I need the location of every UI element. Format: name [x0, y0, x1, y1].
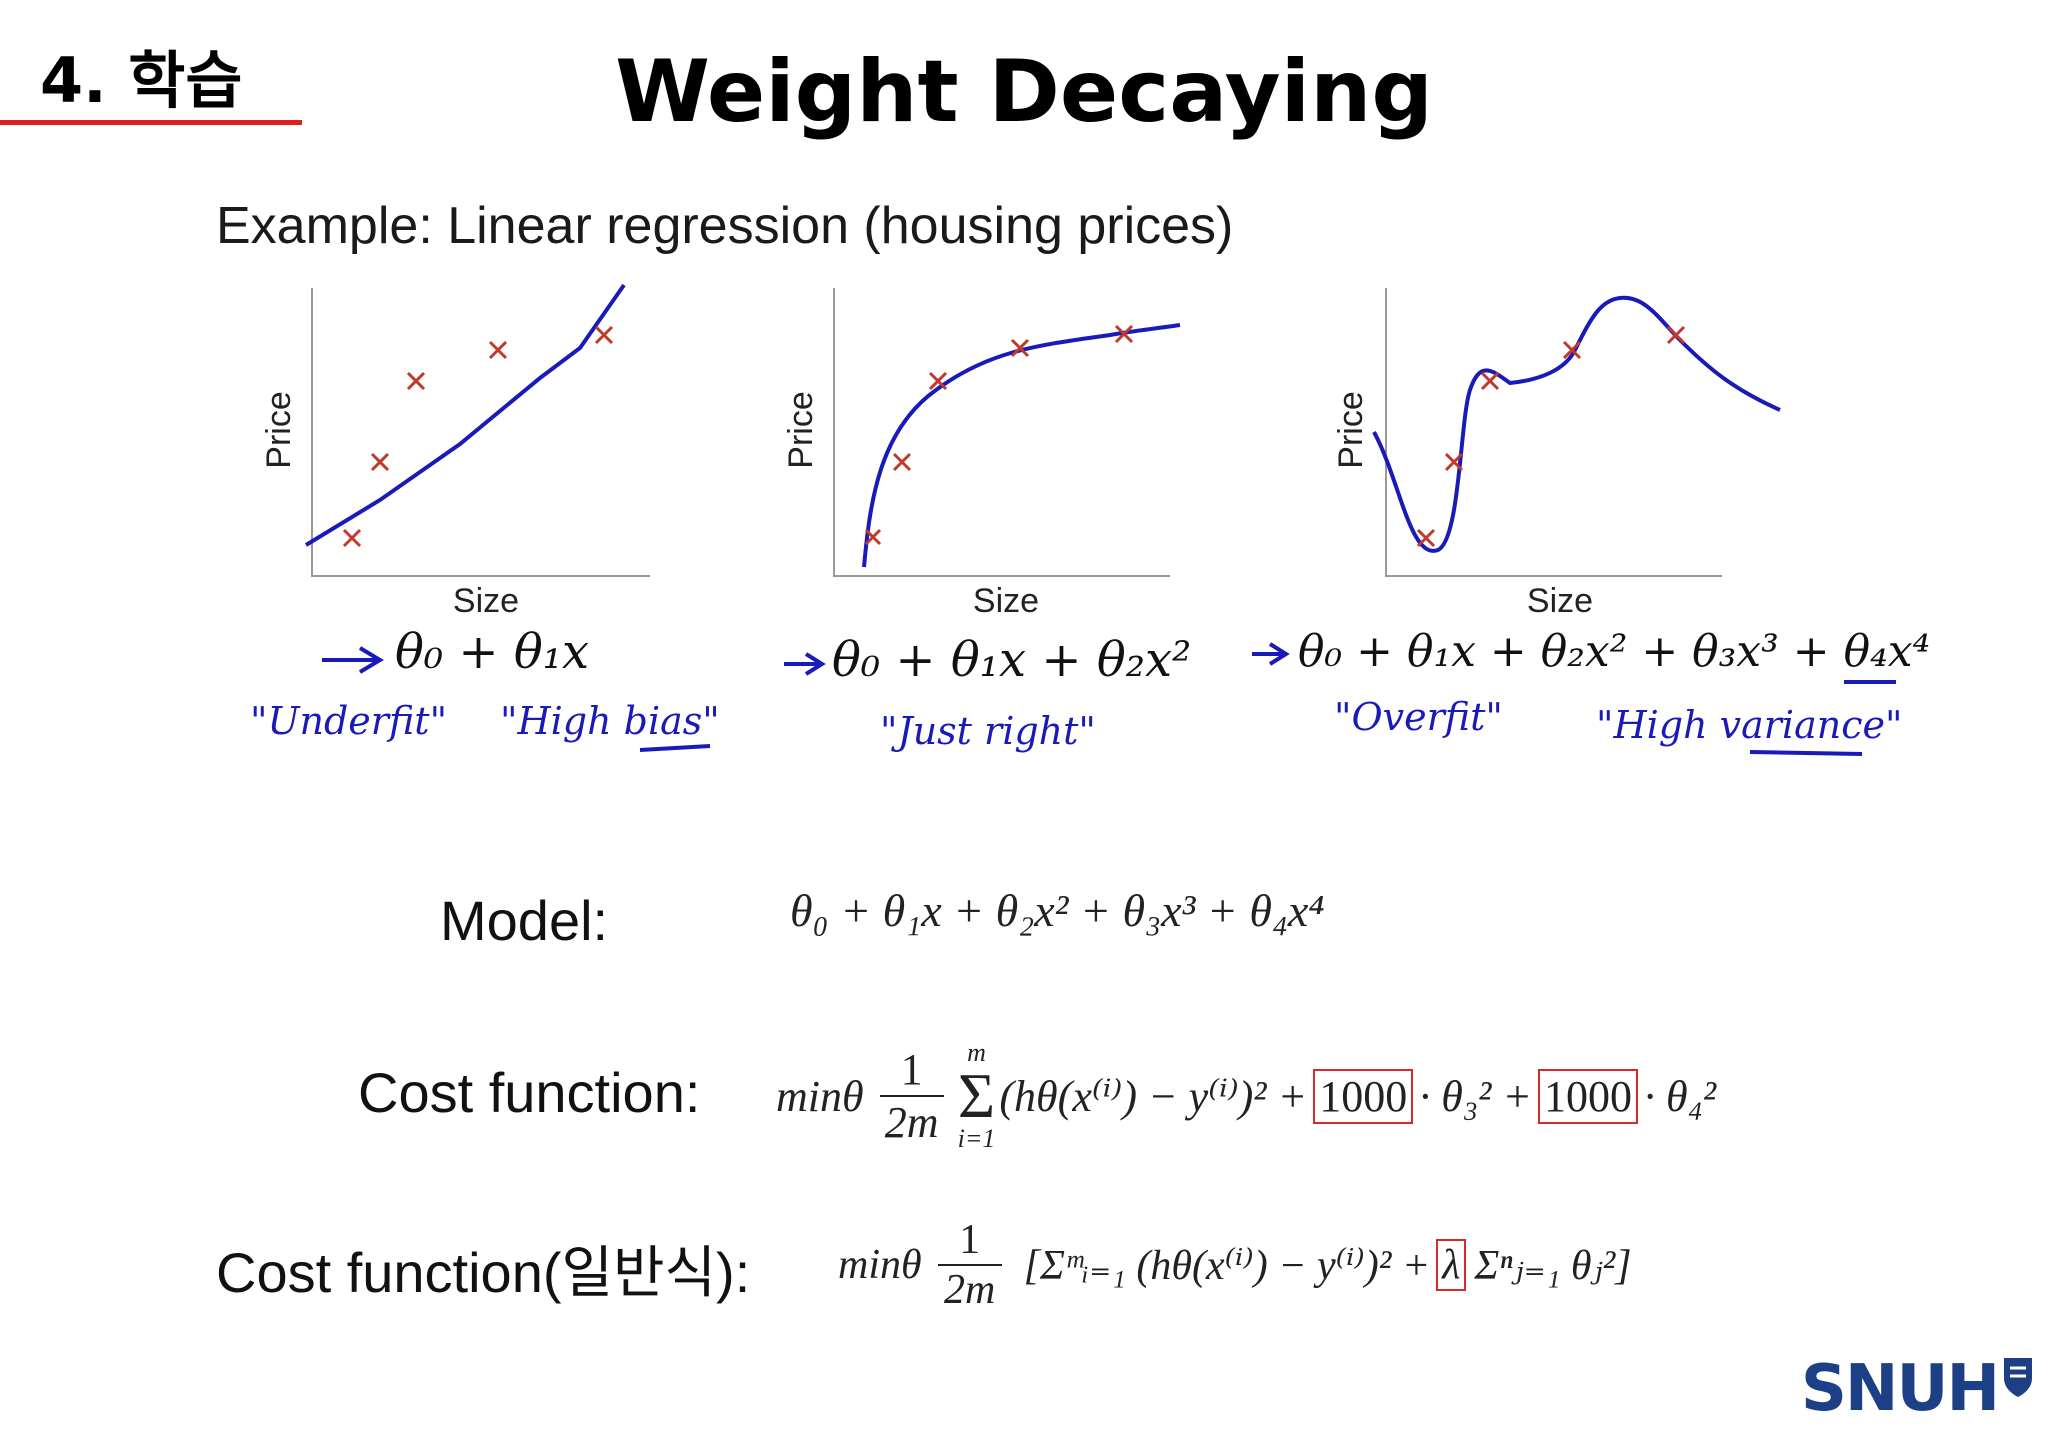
cost-label: Cost function:: [358, 1061, 701, 1124]
plot3-fit-curve: [1372, 295, 1781, 553]
data-point: [1444, 452, 1464, 472]
plot3-annotation-overfit: "Overfit": [1334, 695, 1503, 739]
cost-sum-top: m: [967, 1038, 986, 1067]
plot1-underline: [639, 744, 711, 752]
cost-general-fraction: 1 2m: [937, 1216, 1002, 1314]
data-point: [594, 325, 614, 345]
example-caption: Example: Linear regression (housing pric…: [216, 197, 1234, 255]
data-point: [406, 371, 426, 391]
cost-frac-num: 1: [900, 1045, 923, 1094]
plot1-xlabel: Size: [453, 582, 519, 620]
plot-overfit: Price Size θ₀ + θ₁x + θ₂x² + θ₃x³ + θ₄x⁴…: [1252, 288, 1930, 756]
plot3-underline: [1749, 750, 1863, 756]
cost-general-body: [Σᵐᵢ₌₁ (hθ(x⁽ⁱ⁾) − y⁽ⁱ⁾)² +: [1023, 1243, 1431, 1289]
cost-sum: m Σ i=1: [958, 1038, 996, 1154]
cost-general-min: minθ: [838, 1242, 922, 1288]
plot1-formula: θ₀ + θ₁x: [395, 624, 589, 680]
snuh-logo: SNUH: [1801, 1352, 2034, 1426]
cost-body: (hθ(x⁽ⁱ⁾) − y⁽ⁱ⁾)² +: [999, 1071, 1308, 1121]
cost-general-frac-num: 1: [959, 1217, 981, 1263]
plot1-axes: [311, 288, 650, 577]
cost-term2: · θ₄²: [1644, 1071, 1717, 1121]
plot1-annotation-underfit: "Underfit": [250, 699, 447, 743]
data-point: [1416, 528, 1436, 548]
plot2-xlabel: Size: [973, 582, 1039, 620]
data-point: [1562, 340, 1582, 360]
data-point: [864, 528, 882, 546]
cost-general-formula: minθ 1 2m [Σᵐᵢ₌₁ (hθ(x⁽ⁱ⁾) − y⁽ⁱ⁾)² + λ …: [838, 1210, 1632, 1320]
plot1-ylabel: Price: [260, 391, 298, 468]
cost-coef2: 1000: [1538, 1068, 1638, 1124]
data-point: [892, 452, 912, 472]
cost-general-lambda: λ: [1436, 1239, 1467, 1291]
cost-formula: minθ 1 2m m Σ i=1 (hθ(x⁽ⁱ⁾) − y⁽ⁱ⁾)² + 1…: [776, 1026, 1716, 1166]
plot2-formula: θ₀ + θ₁x + θ₂x²: [832, 632, 1191, 688]
cost-general-label: Cost function(일반식):: [216, 1241, 751, 1304]
plot1-fit-line: [304, 283, 626, 547]
shield-icon: [2004, 1358, 2032, 1397]
sigma-icon: Σ: [957, 1060, 996, 1131]
plot2-axes: [833, 288, 1170, 577]
plot2-data-points: [864, 324, 1134, 546]
data-point: [342, 528, 362, 548]
plot3-formula: θ₀ + θ₁x + θ₂x² + θ₃x³ + θ₄x⁴: [1298, 626, 1930, 677]
plot-just-right: Price Size θ₀ + θ₁x + θ₂x² "Just right": [782, 288, 1191, 753]
plot1-annotation-highbias: "High bias": [500, 699, 720, 743]
cost-min: minθ: [776, 1071, 864, 1121]
plot1-arrow: [322, 646, 384, 674]
cost-coef1: 1000: [1313, 1068, 1414, 1124]
data-point: [1114, 324, 1134, 344]
plot2-fit-curve: [862, 323, 1181, 568]
data-point: [1480, 371, 1500, 391]
cost-general-tail: Σⁿⱼ₌₁ θⱼ²]: [1474, 1243, 1632, 1289]
model-expression: θ₀ + θ₁x + θ₂x² + θ₃x³ + θ₄x⁴: [790, 885, 1325, 936]
plot3-axes: [1385, 288, 1722, 577]
model-label: Model:: [440, 889, 609, 952]
cost-term1: · θ₃² +: [1419, 1071, 1532, 1121]
data-point: [1666, 325, 1686, 345]
plot2-arrow: [784, 652, 826, 676]
data-point: [928, 371, 948, 391]
plot3-ylabel: Price: [1332, 391, 1370, 468]
plot2-ylabel: Price: [782, 391, 820, 468]
plot3-data-points: [1416, 325, 1686, 548]
data-point: [1010, 338, 1030, 358]
plot3-xlabel: Size: [1527, 582, 1593, 620]
cost-general-frac-den: 2m: [937, 1264, 1002, 1314]
plot2-annotation-justright: "Just right": [880, 709, 1096, 753]
plot-underfit: Price Size θ₀ + θ₁x "Underfit" "High bia…: [250, 283, 720, 752]
data-point: [370, 452, 390, 472]
cost-sum-bottom: i=1: [957, 1124, 996, 1153]
plot3-annotation-highvariance: "High variance": [1596, 703, 1902, 747]
section-heading: 4. 학습: [40, 44, 243, 117]
section-underline: [0, 120, 302, 125]
data-point: [488, 340, 508, 360]
plot3-arrow: [1252, 642, 1290, 666]
regression-plots: Price Size θ₀ + θ₁x "Underfit" "High bia…: [250, 283, 1930, 756]
logo-text: SNUH: [1800, 1352, 2000, 1426]
cost-frac-den: 2m: [879, 1095, 944, 1148]
slide-title: Weight Decaying: [615, 42, 1433, 142]
plot1-data-points: [342, 325, 614, 548]
cost-fraction: 1 2m: [879, 1044, 944, 1148]
